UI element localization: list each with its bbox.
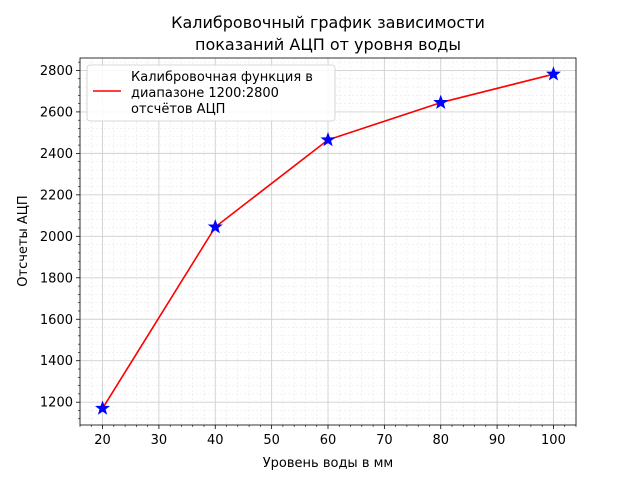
x-axis-label: Уровень воды в мм [263, 456, 394, 471]
x-tick-label: 30 [151, 433, 168, 448]
y-tick-label: 2600 [40, 105, 73, 120]
major-grid [80, 58, 576, 425]
data-point-star [545, 66, 561, 81]
y-tick-label: 1800 [40, 271, 73, 286]
x-tick-label: 90 [489, 433, 506, 448]
y-axis-label: Отсчеты АЦП [16, 195, 31, 286]
y-tick-label: 2000 [40, 230, 73, 245]
data-point-star [95, 400, 111, 415]
legend-label-line-2: диапазоне 1200:2800 [131, 86, 279, 101]
y-tick-label: 1200 [40, 396, 73, 411]
x-tick-label: 70 [376, 433, 393, 448]
x-tick-label: 20 [94, 433, 111, 448]
legend-box [86, 64, 336, 122]
data-point-star [433, 94, 449, 109]
legend-label-line-3: отсчётов АЦП [131, 102, 225, 117]
x-tick-label: 40 [207, 433, 224, 448]
legend: Калибровочная функция в диапазоне 1200:2… [86, 64, 336, 122]
legend-label-line-1: Калибровочная функция в [131, 70, 313, 85]
y-tick-label: 2200 [40, 188, 73, 203]
data-point-star [320, 132, 336, 147]
data-point-star [207, 219, 223, 234]
y-tick-label: 1600 [40, 313, 73, 328]
y-tick-label: 2800 [40, 64, 73, 79]
y-tick-label: 1400 [40, 354, 73, 369]
chart-title-line-1: Калибровочный график зависимости [171, 13, 485, 32]
chart-title-line-2: показаний АЦП от уровня воды [195, 35, 461, 54]
x-tick-label: 60 [320, 433, 337, 448]
x-tick-label: 80 [432, 433, 449, 448]
series-layer [95, 66, 561, 415]
x-tick-label: 50 [263, 433, 280, 448]
x-tick-label: 100 [541, 433, 566, 448]
y-tick-label: 2400 [40, 147, 73, 162]
ticks-layer: 20 30 40 50 60 70 80 90 100 1200 1400 1600 1800 2000 2… [40, 61, 577, 448]
